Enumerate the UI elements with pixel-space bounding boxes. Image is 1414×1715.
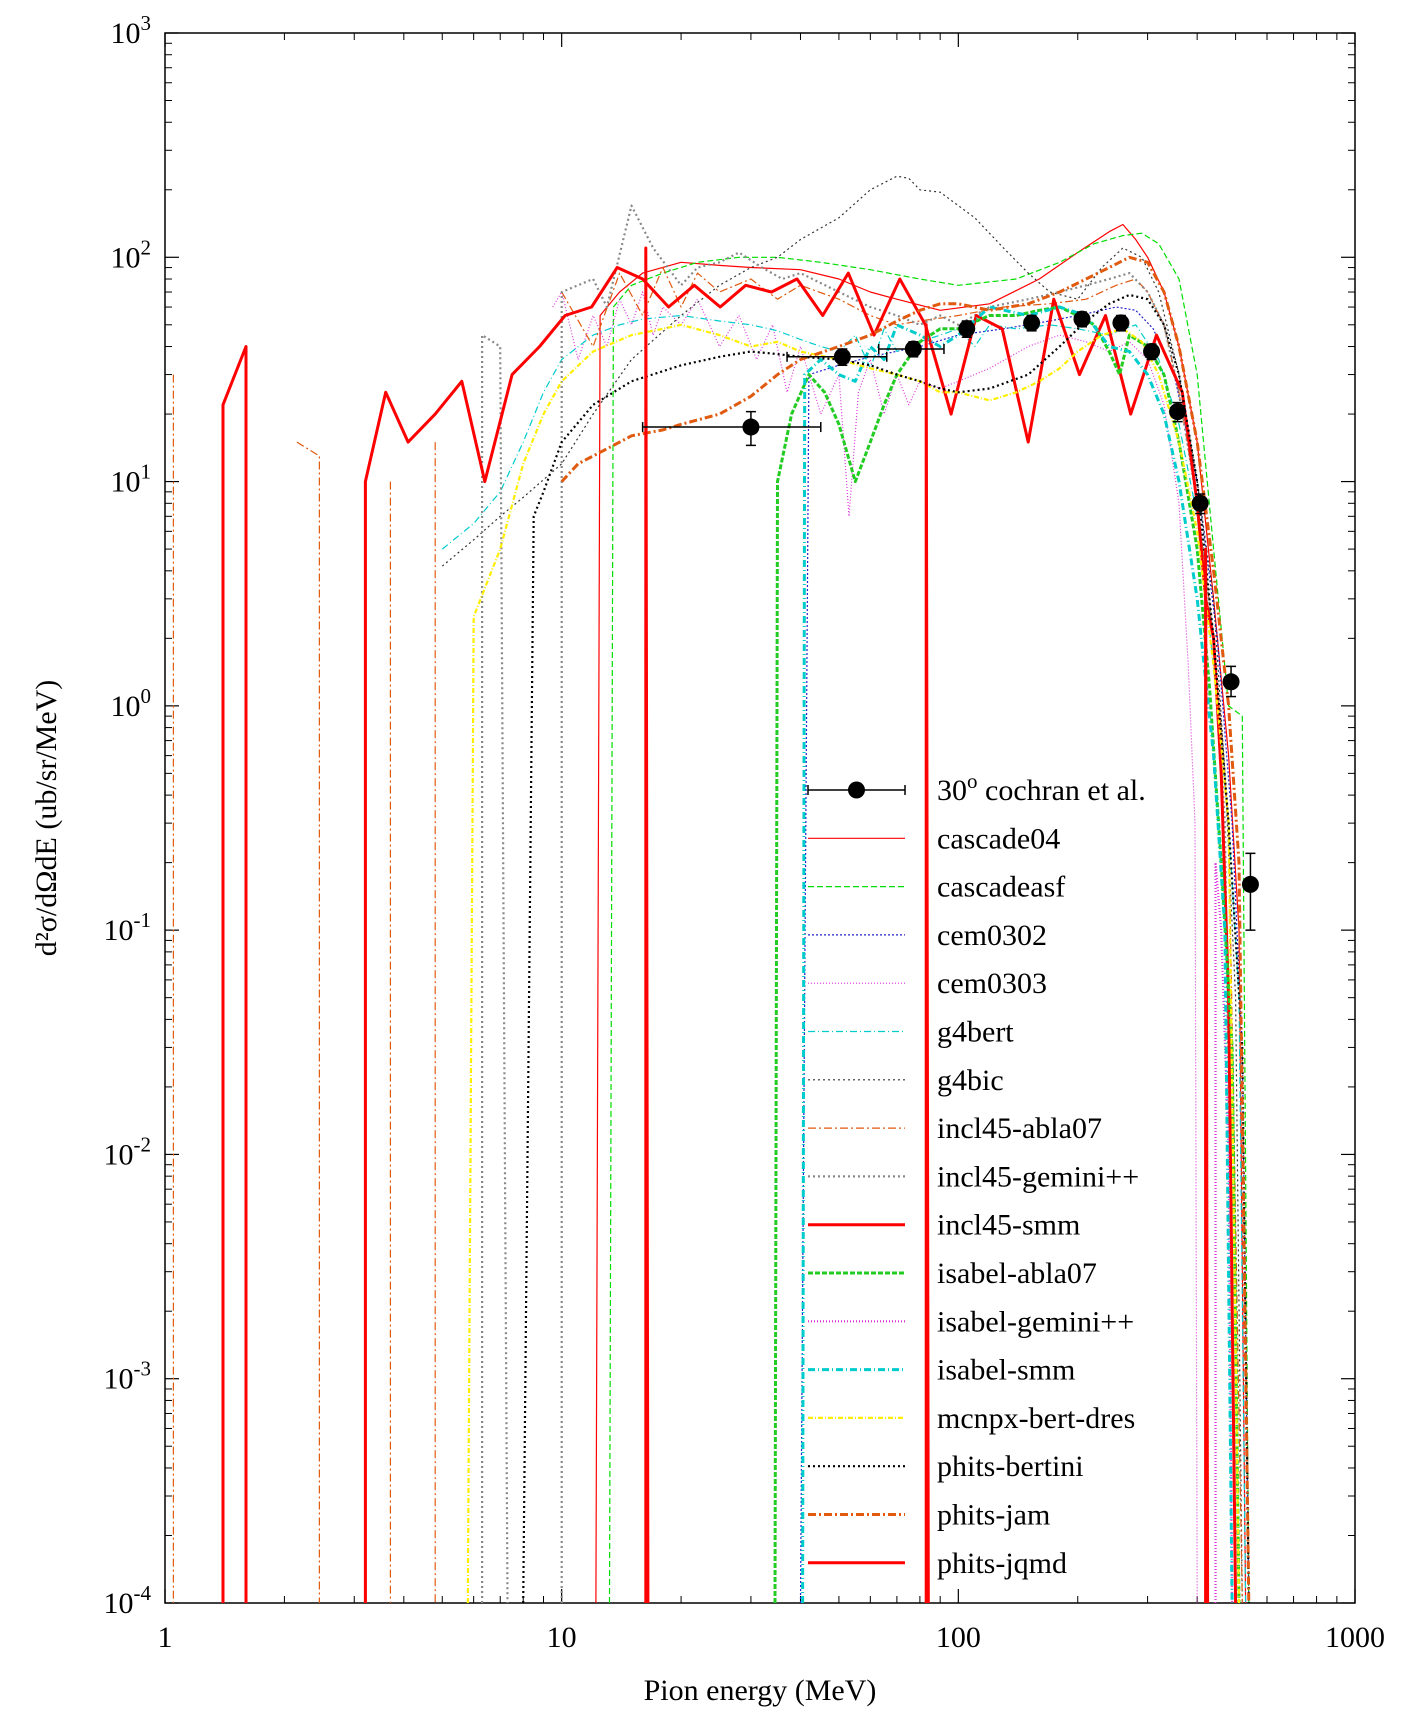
legend-label-incl45-gemini++: incl45-gemini++ bbox=[937, 1160, 1139, 1193]
legend-label-phits-bertini: phits-bertini bbox=[937, 1450, 1084, 1483]
y-tick-label: 102 bbox=[111, 235, 152, 274]
legend-label-mcnpx-bert-dres: mcnpx-bert-dres bbox=[937, 1402, 1135, 1435]
exp-point bbox=[1169, 403, 1187, 421]
exp-point bbox=[1143, 343, 1161, 361]
y-tick-label: 10-4 bbox=[104, 1581, 152, 1620]
series-line-incl45-gemini++ bbox=[481, 204, 1237, 1603]
legend-swatch-point bbox=[848, 781, 865, 799]
legend-label-incl45-smm: incl45-smm bbox=[937, 1209, 1080, 1242]
exp-point bbox=[904, 340, 922, 358]
y-tick-label: 10-3 bbox=[104, 1357, 152, 1396]
series-line-cem0303 bbox=[552, 291, 1198, 1603]
experiment-points bbox=[641, 310, 1259, 931]
x-axis-label: Pion energy (MeV) bbox=[644, 1674, 877, 1707]
y-tick-label: 101 bbox=[111, 460, 152, 499]
series-line-phits-bertini bbox=[522, 293, 1250, 1603]
legend-label-cem0302: cem0302 bbox=[937, 919, 1047, 952]
series-line-g4bert bbox=[441, 314, 1247, 1603]
legend: 30o cochran et al. cascade04 cascadeasf cem… bbox=[807, 769, 1146, 1580]
y-tick-label: 10-2 bbox=[104, 1132, 152, 1171]
legend-label-incl45-abla07: incl45-abla07 bbox=[937, 1112, 1102, 1145]
exp-point bbox=[1112, 314, 1130, 332]
legend-label-g4bert: g4bert bbox=[937, 1016, 1014, 1049]
exp-point bbox=[1222, 673, 1240, 691]
series-line-isabel-smm bbox=[801, 305, 1234, 1603]
series-line-cascade04 bbox=[595, 223, 1247, 1603]
series-line-phits-jam bbox=[560, 255, 1251, 1603]
axis-ticks: 1 10 100 1000 10-4 10-3 10-2 10-1 100 101 102 103 bbox=[104, 11, 1386, 1654]
exp-point bbox=[833, 348, 851, 366]
legend-label-isabel-abla07: isabel-abla07 bbox=[937, 1257, 1097, 1290]
y-tick-label: 100 bbox=[111, 684, 152, 723]
legend-label-g4bic: g4bic bbox=[937, 1064, 1004, 1097]
exp-point bbox=[1241, 875, 1259, 893]
legend-label-cascade04: cascade04 bbox=[937, 822, 1060, 855]
exp-point bbox=[742, 418, 760, 436]
legend-label-cem0303: cem0303 bbox=[937, 967, 1047, 1000]
series-line-isabel-abla07 bbox=[773, 305, 1241, 1603]
series-line-incl45-smm bbox=[221, 266, 1238, 1603]
series-line-incl45-abla07 bbox=[172, 266, 1243, 1603]
series-line-cascadeasf bbox=[608, 232, 1250, 1603]
legend-label-isabel-smm: isabel-smm bbox=[937, 1354, 1075, 1387]
series-layer bbox=[172, 175, 1251, 1603]
y-axis-label: d²σ/dΩdE (ub/sr/MeV) bbox=[30, 680, 63, 957]
y-tick-label: 10-1 bbox=[104, 908, 152, 947]
exp-point bbox=[1023, 314, 1041, 332]
exp-point bbox=[1073, 310, 1091, 328]
x-tick-label: 100 bbox=[936, 1621, 981, 1654]
legend-label-phits-jqmd: phits-jqmd bbox=[937, 1547, 1067, 1580]
legend-label-isabel-gemini++: isabel-gemini++ bbox=[937, 1305, 1134, 1338]
exp-point bbox=[1191, 494, 1209, 512]
x-tick-label: 1 bbox=[158, 1621, 173, 1654]
series-line-g4bic bbox=[441, 175, 1243, 1603]
legend-label-cascadeasf: cascadeasf bbox=[937, 871, 1065, 904]
y-tick-label: 103 bbox=[111, 11, 152, 50]
legend-label-phits-jam: phits-jam bbox=[937, 1499, 1050, 1532]
x-tick-label: 10 bbox=[547, 1621, 577, 1654]
x-tick-label: 1000 bbox=[1325, 1621, 1385, 1654]
plot-frame bbox=[164, 32, 1356, 1604]
legend-label-experiment: 30o cochran et al. bbox=[937, 769, 1146, 807]
exp-point bbox=[958, 320, 976, 338]
series-line-phits-jqmd bbox=[644, 246, 1210, 1603]
